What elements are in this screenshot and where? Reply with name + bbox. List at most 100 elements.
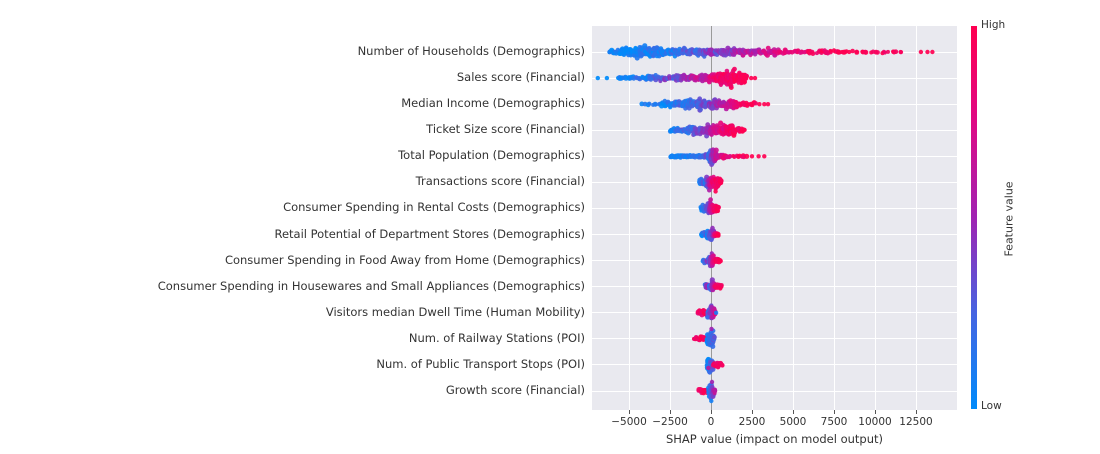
feature-label: Consumer Spending in Housewares and Smal…	[157, 278, 585, 293]
x-tick-mark	[793, 410, 794, 414]
shap-dot	[709, 237, 714, 242]
x-tick-mark	[670, 410, 671, 414]
x-tick-mark	[629, 410, 630, 414]
beeswarm-dots	[595, 43, 935, 404]
colorbar-title: Feature value	[1002, 181, 1016, 257]
shap-dot	[765, 102, 771, 107]
feature-label: Ticket Size score (Financial)	[426, 122, 585, 137]
shap-dot	[744, 153, 750, 159]
shap-dot	[728, 83, 734, 89]
vertical-gridline	[792, 26, 794, 410]
shap-dot	[753, 101, 758, 106]
plot-area	[592, 26, 957, 410]
horizontal-gridline	[592, 234, 957, 236]
shap-dot	[870, 49, 876, 54]
horizontal-gridline	[592, 286, 957, 288]
shap-dot	[710, 344, 716, 349]
shap-dot	[717, 258, 723, 264]
shap-dot	[595, 75, 600, 81]
shap-dot	[863, 49, 868, 55]
colorbar-high-label: High	[981, 19, 1006, 31]
x-tick-mark	[752, 410, 753, 414]
horizontal-gridline	[592, 390, 957, 392]
shap-dot	[898, 50, 904, 55]
shap-dot	[642, 43, 648, 49]
shap-dot	[636, 76, 641, 81]
shap-dot	[762, 102, 767, 107]
x-tick-label: −2500	[652, 416, 688, 428]
vertical-gridline	[833, 26, 835, 410]
vertical-gridline	[628, 26, 630, 410]
shap-dot	[709, 326, 714, 332]
shap-dot	[850, 48, 855, 54]
shap-dot	[713, 189, 718, 194]
shap-dot	[742, 127, 747, 133]
shap-dot	[719, 178, 724, 183]
shap-dot	[918, 49, 924, 55]
horizontal-gridline	[592, 181, 957, 183]
feature-label: Consumer Spending in Rental Costs (Demog…	[283, 200, 585, 215]
x-tick-label: 5000	[779, 416, 807, 428]
shap-dot	[847, 49, 852, 55]
x-tick-mark	[711, 410, 712, 414]
shap-dot	[709, 398, 714, 404]
horizontal-gridline	[592, 129, 957, 131]
shap-dot	[713, 147, 719, 153]
feature-label: Growth score (Financial)	[445, 383, 585, 398]
shap-dot	[930, 49, 935, 55]
shap-dot	[736, 154, 741, 159]
shap-dot	[732, 66, 737, 72]
feature-label: Total Population (Demographics)	[398, 148, 585, 163]
horizontal-gridline	[592, 77, 957, 79]
shap-dot	[719, 283, 724, 288]
horizontal-gridline	[592, 103, 957, 105]
feature-label: Sales score (Financial)	[456, 70, 585, 85]
horizontal-gridline	[592, 364, 957, 366]
x-tick-mark	[875, 410, 876, 414]
feature-label: Median Income (Demographics)	[401, 96, 585, 111]
feature-label: Num. of Railway Stations (POI)	[408, 330, 585, 345]
feature-label: Transactions score (Financial)	[415, 174, 585, 189]
shap-dot	[697, 96, 703, 102]
shap-dot	[706, 365, 711, 371]
shap-dot	[727, 154, 733, 159]
x-tick-label: 2500	[738, 416, 766, 428]
x-tick-label: 7500	[820, 416, 848, 428]
x-tick-mark	[834, 410, 835, 414]
shap-dot	[882, 50, 887, 55]
x-tick-label: 0	[707, 416, 715, 428]
zero-line	[710, 26, 712, 410]
shap-dot	[828, 48, 833, 53]
shap-dot	[720, 363, 725, 368]
shap-dot	[652, 101, 658, 107]
horizontal-gridline	[592, 155, 957, 157]
shap-dot	[604, 75, 610, 81]
shap-dot	[749, 75, 754, 81]
horizontal-gridline	[592, 338, 957, 340]
shap-dot	[925, 49, 930, 55]
shap-dot	[749, 154, 755, 159]
shap-dot	[756, 154, 761, 159]
vertical-gridline	[669, 26, 671, 410]
shap-dot	[709, 379, 715, 385]
x-axis-title: SHAP value (impact on model output)	[665, 432, 884, 446]
horizontal-gridline	[592, 207, 957, 209]
shap-dot	[836, 49, 842, 55]
shap-dot	[743, 75, 749, 81]
shap-dot	[711, 334, 717, 340]
x-tick-mark	[916, 410, 917, 414]
vertical-gridline	[915, 26, 917, 410]
shap-dot	[708, 197, 713, 203]
shap-dot	[765, 45, 771, 51]
shap-dot	[716, 204, 721, 210]
shap-dot	[698, 107, 703, 112]
horizontal-gridline	[592, 312, 957, 314]
shap-dot	[647, 101, 652, 106]
shap-dot	[712, 388, 718, 393]
shap-dot	[762, 154, 767, 159]
vertical-gridline	[751, 26, 753, 410]
feature-label: Visitors median Dwell Time (Human Mobili…	[325, 304, 585, 319]
shap-dot	[633, 45, 638, 51]
shap-dot	[786, 50, 791, 55]
